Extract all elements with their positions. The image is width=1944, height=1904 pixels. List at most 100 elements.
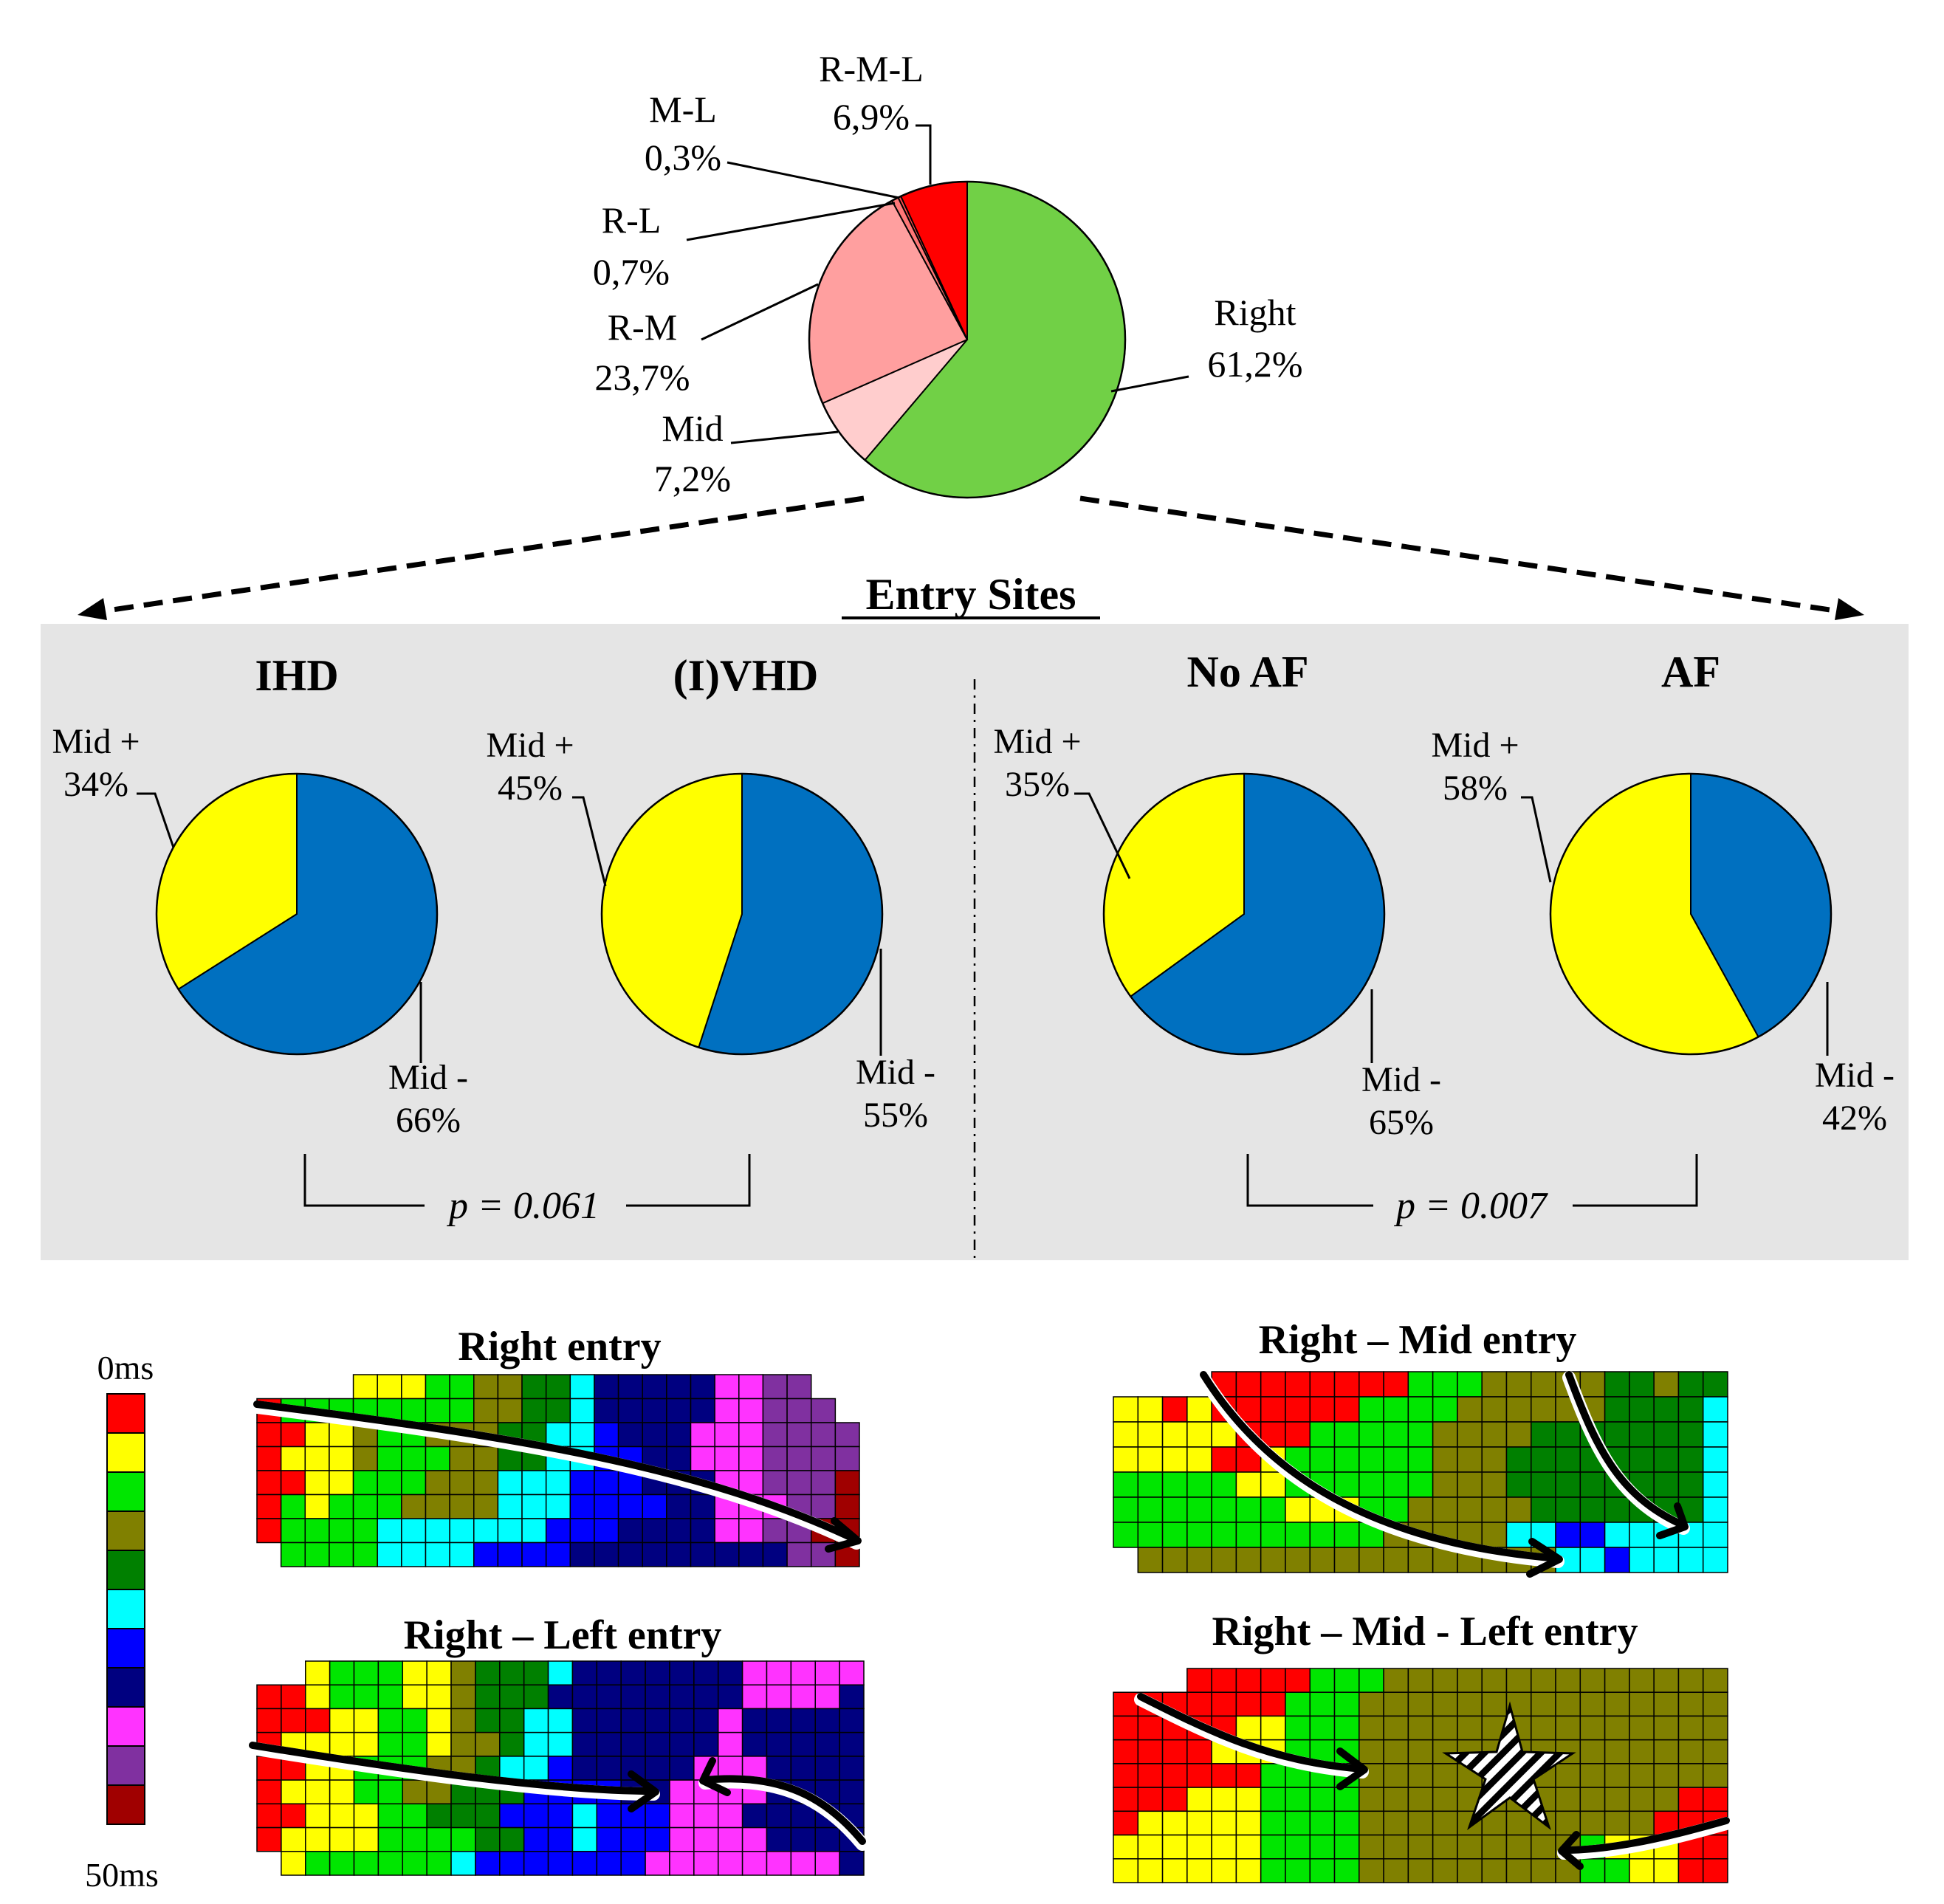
map-2-cell-0-15 xyxy=(1481,1371,1508,1398)
scale-swatch-3 xyxy=(106,1511,145,1551)
map-1-cell-5-13 xyxy=(569,1494,595,1519)
map-1-cell-4-4 xyxy=(352,1470,378,1496)
map-2-cell-6-6 xyxy=(1260,1522,1286,1548)
map-2-cell-3-12 xyxy=(1407,1446,1434,1473)
map-3-cell-2-15 xyxy=(620,1708,646,1733)
map-1-cell-2-2 xyxy=(304,1422,330,1448)
map-1-cell-4-0 xyxy=(256,1470,282,1496)
map-1-cell-5-5 xyxy=(377,1494,402,1519)
map-4-cell-8-16 xyxy=(1505,1858,1532,1883)
map-3-cell-0-23 xyxy=(814,1660,840,1685)
map-2-cell-3-1 xyxy=(1137,1446,1164,1473)
small-pie-leader-lines xyxy=(137,792,1829,1063)
map-3-cell-2-24 xyxy=(839,1708,865,1733)
map-4-cell-1-9 xyxy=(1333,1691,1360,1717)
map-3-cell-2-9 xyxy=(475,1708,501,1733)
map-1-cell-5-0 xyxy=(256,1494,282,1519)
entry-site-distribution-outline xyxy=(808,180,1127,499)
map-3-cell-8-18 xyxy=(693,1851,719,1876)
map-1-cell-0-20 xyxy=(738,1374,764,1400)
map-2-cell-7-7 xyxy=(1285,1547,1311,1573)
map-4-cell-8-5 xyxy=(1235,1858,1262,1883)
map-1-cell-7-18 xyxy=(690,1542,715,1567)
map-3-cell-8-14 xyxy=(596,1851,622,1876)
map-3-cell-6-0 xyxy=(256,1803,282,1829)
map-4-cell-4-18 xyxy=(1555,1763,1581,1788)
map-3-cell-5-4 xyxy=(353,1779,379,1805)
map-1-cell-3-20 xyxy=(738,1446,764,1471)
arrow-heads xyxy=(628,1502,1689,1870)
scale-top-label: 0ms xyxy=(97,1349,154,1386)
map-2-cell-4-24 xyxy=(1702,1471,1728,1498)
map-3-cell-1-0 xyxy=(256,1684,282,1710)
map-4-cell-5-1 xyxy=(1137,1787,1164,1812)
map-1-cell-4-3 xyxy=(329,1470,354,1496)
map-3-cell-6-5 xyxy=(377,1803,404,1829)
map-1-cell-6-17 xyxy=(666,1518,692,1544)
map-3-cell-5-3 xyxy=(329,1779,355,1805)
ihd-midplus-value: 34% xyxy=(63,765,128,804)
map-1-cell-7-15 xyxy=(617,1542,643,1567)
map-3-cell-3-3 xyxy=(329,1731,355,1757)
map-2-cell-3-10 xyxy=(1359,1446,1384,1473)
scale-swatch-7 xyxy=(106,1667,145,1708)
map-2-cell-7-19 xyxy=(1579,1547,1606,1573)
map-2-cell-0-11 xyxy=(1383,1371,1409,1398)
map-1-cell-6-7 xyxy=(425,1518,450,1544)
map-1-cell-0-15 xyxy=(617,1374,643,1400)
map-1-cell-6-5 xyxy=(377,1518,402,1544)
map-3-cell-1-21 xyxy=(766,1684,792,1710)
map-1-cell-5-24 xyxy=(834,1494,860,1519)
map-4-cell-5-3 xyxy=(1186,1787,1212,1812)
map-2-cell-6-5 xyxy=(1235,1522,1262,1548)
map-2-cell-6-1 xyxy=(1137,1522,1164,1548)
map-4-cell-2-24 xyxy=(1702,1715,1728,1741)
map-3-cell-1-8 xyxy=(450,1684,476,1710)
map-3-cell-7-17 xyxy=(669,1826,695,1852)
map-2-cell-4-3 xyxy=(1186,1471,1212,1498)
map-4-cell-5-6 xyxy=(1260,1787,1286,1812)
map-2-cell-0-8 xyxy=(1309,1371,1336,1398)
map-3-cell-3-10 xyxy=(499,1731,525,1757)
map-4-cell-5-10 xyxy=(1359,1787,1384,1812)
map-4-cell-1-22 xyxy=(1653,1691,1680,1717)
map-4-cell-7-2 xyxy=(1161,1834,1188,1860)
map-3-cell-6-7 xyxy=(426,1803,452,1829)
map-1-cell-7-22 xyxy=(786,1542,812,1567)
map-4-cell-5-4 xyxy=(1211,1787,1237,1812)
ivhd-title: (I)VHD xyxy=(673,651,819,700)
map-4-cell-3-22 xyxy=(1653,1739,1680,1764)
map-4-cell-1-20 xyxy=(1604,1691,1630,1717)
map-4-cell-2-22 xyxy=(1653,1715,1680,1741)
map-3-cell-4-21 xyxy=(766,1756,792,1781)
map-2-cell-7-2 xyxy=(1161,1547,1188,1573)
map-3-cell-7-2 xyxy=(305,1826,331,1852)
map-1-cell-4-22 xyxy=(786,1470,812,1496)
map-2-cell-7-11 xyxy=(1383,1547,1409,1573)
map-4-cell-3-3 xyxy=(1186,1739,1212,1764)
map-2-cell-2-20 xyxy=(1604,1421,1630,1448)
map-4-cell-5-2 xyxy=(1161,1787,1188,1812)
map-2-cell-7-8 xyxy=(1309,1547,1336,1573)
map-3-cell-0-22 xyxy=(790,1660,816,1685)
map-3-cell-2-22 xyxy=(790,1708,816,1733)
map-3-cell-5-2 xyxy=(305,1779,331,1805)
map-3-cell-0-9 xyxy=(475,1660,501,1685)
map-3-cell-2-23 xyxy=(814,1708,840,1733)
map-3-cell-7-21 xyxy=(766,1826,792,1852)
map-4-cell-4-12 xyxy=(1407,1763,1434,1788)
map-1-cell-6-11 xyxy=(521,1518,547,1544)
map-2-cell-3-24 xyxy=(1702,1446,1728,1473)
map-4-cell-6-16 xyxy=(1505,1810,1532,1836)
map-4-cell-1-4 xyxy=(1211,1691,1237,1717)
map-4-cell-3-19 xyxy=(1579,1739,1606,1764)
map-3-cell-1-11 xyxy=(523,1684,549,1710)
map-3-cell-6-14 xyxy=(596,1803,622,1829)
map-4-cell-1-23 xyxy=(1677,1691,1704,1717)
map-4-cell-7-10 xyxy=(1359,1834,1384,1860)
map-1-cell-7-17 xyxy=(666,1542,692,1567)
map-2-cell-4-19 xyxy=(1579,1471,1606,1498)
scale-swatch-1 xyxy=(106,1432,145,1473)
map-3-cell-2-20 xyxy=(741,1708,768,1733)
map-4-cell-8-0 xyxy=(1113,1858,1139,1883)
